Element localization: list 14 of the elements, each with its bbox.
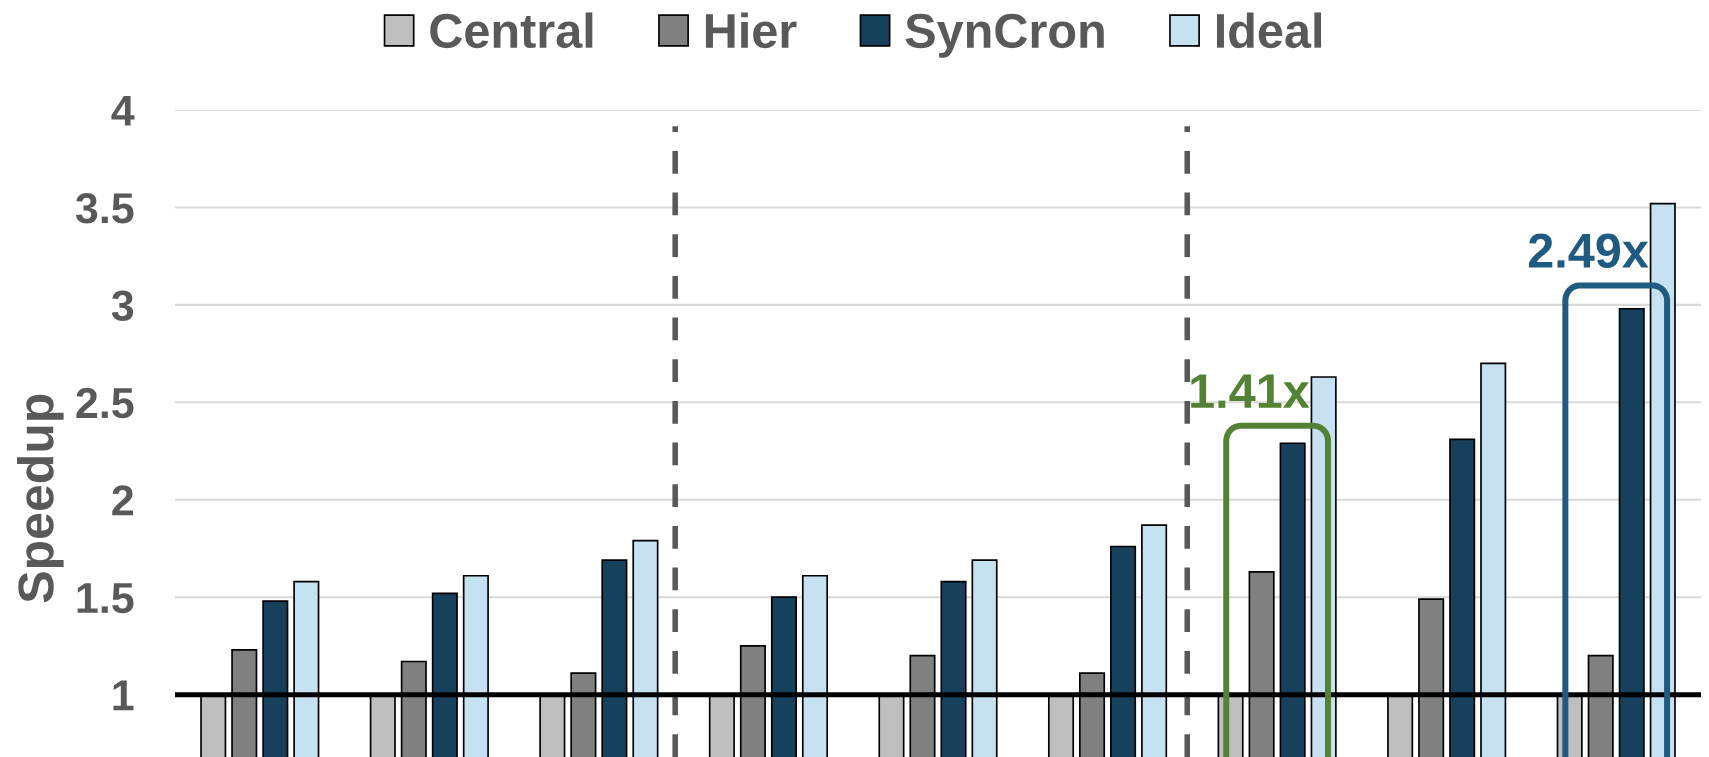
y-tick-label: 2.5	[76, 387, 134, 419]
y-tick-label: 1.5	[77, 583, 134, 614]
y-tick-label: 2	[112, 485, 133, 516]
y-tick-label: 4	[111, 95, 135, 126]
legend-label: Hier	[705, 12, 797, 49]
annotation: 2.49x	[1528, 233, 1649, 269]
legend-label: Ideal	[1216, 12, 1322, 49]
legend-label: Central	[430, 12, 593, 49]
y-axis-title: Speedup	[16, 394, 64, 603]
y-tick-label: 3.5	[75, 192, 134, 224]
y-tick-label: 1	[113, 680, 134, 711]
legend-label: SynCron	[905, 13, 1104, 58]
annotation: 1.41x	[1191, 374, 1310, 408]
y-tick-label: 3	[111, 290, 134, 321]
